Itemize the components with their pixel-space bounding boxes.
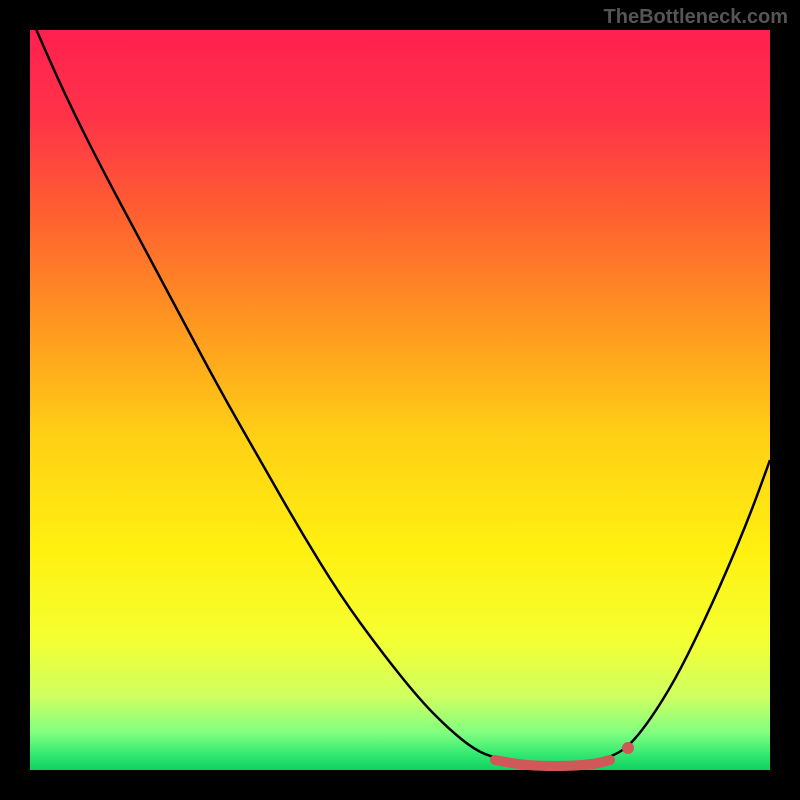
gradient-area bbox=[30, 30, 770, 770]
chart-svg bbox=[0, 0, 800, 800]
watermark-text: TheBottleneck.com bbox=[604, 6, 788, 29]
highlight-dot bbox=[622, 742, 634, 754]
chart-container: TheBottleneck.com bbox=[0, 0, 800, 800]
